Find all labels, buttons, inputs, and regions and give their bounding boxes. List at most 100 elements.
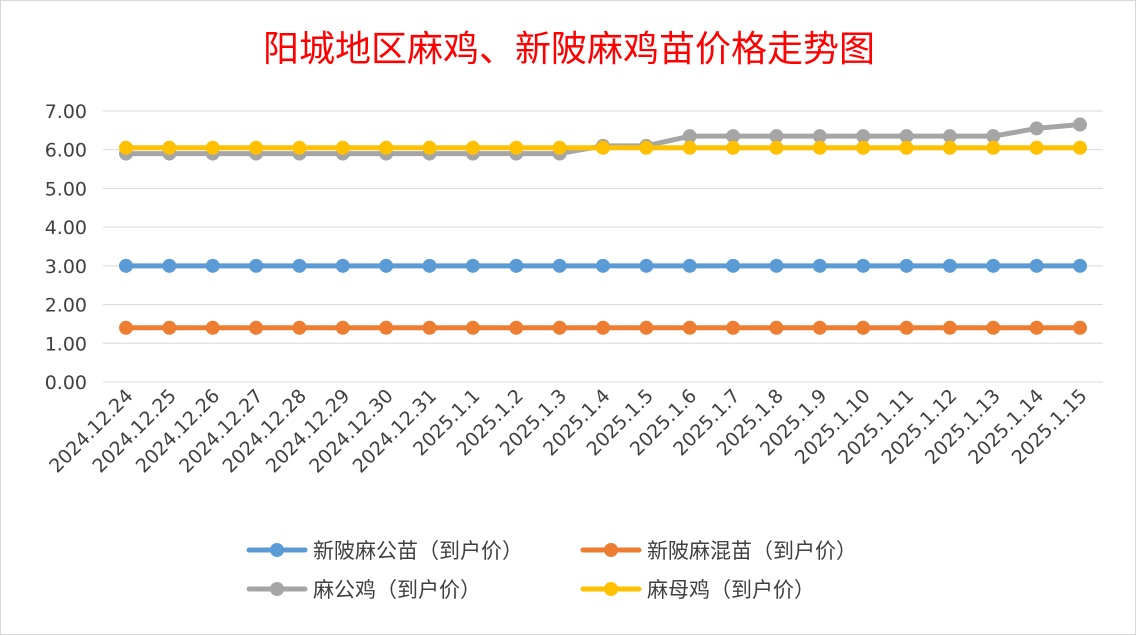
data-point	[942, 258, 957, 273]
data-point	[379, 258, 394, 273]
data-point	[379, 320, 394, 335]
data-point	[509, 258, 524, 273]
legend-marker	[604, 582, 618, 596]
legend-item: 新陂麻公苗（到户价）	[246, 539, 523, 563]
data-point	[509, 320, 524, 335]
legend-marker	[604, 543, 618, 557]
legend: 新陂麻公苗（到户价） 新陂麻混苗（到户价） 麻公鸡（到户价） 麻母鸡（到户价）	[246, 539, 857, 602]
data-point	[856, 320, 871, 335]
data-point	[856, 129, 871, 144]
data-point	[162, 320, 177, 335]
data-point	[1073, 140, 1087, 155]
data-point	[769, 129, 784, 144]
data-point	[986, 258, 1001, 273]
data-point	[422, 140, 437, 155]
data-point	[1073, 320, 1087, 335]
data-point	[249, 320, 264, 335]
data-point	[249, 140, 264, 155]
series-0	[119, 258, 1087, 273]
data-point	[899, 129, 914, 144]
data-point	[812, 129, 827, 144]
data-point	[682, 129, 697, 144]
data-point	[162, 140, 177, 155]
data-point	[1029, 140, 1044, 155]
data-point	[465, 320, 480, 335]
data-point	[726, 140, 741, 155]
data-point	[899, 140, 914, 155]
data-point	[769, 258, 784, 273]
data-point	[899, 258, 914, 273]
data-point	[682, 140, 697, 155]
data-point	[986, 320, 1001, 335]
data-point	[249, 258, 264, 273]
legend-marker	[270, 543, 284, 557]
series-group	[119, 117, 1087, 335]
data-point	[119, 258, 133, 273]
data-point	[682, 258, 697, 273]
data-point	[205, 258, 220, 273]
data-point	[1029, 258, 1044, 273]
data-point	[552, 140, 567, 155]
data-point	[726, 258, 741, 273]
series-3	[119, 140, 1087, 155]
y-axis: 0.00 1.00 2.00 3.00 4.00 5.00 6.00 7.00	[45, 101, 87, 394]
data-point	[509, 140, 524, 155]
chart-title: 阳城地区麻鸡、新陂麻鸡苗价格走势图	[263, 29, 875, 70]
y-tick-label: 0.00	[45, 372, 87, 394]
data-point	[682, 320, 697, 335]
y-tick-label: 6.00	[45, 140, 87, 162]
data-point	[596, 140, 610, 155]
data-point	[856, 258, 871, 273]
legend-item: 麻公鸡（到户价）	[246, 578, 481, 602]
legend-label: 麻母鸡（到户价）	[647, 578, 815, 602]
y-tick-label: 1.00	[45, 333, 87, 355]
data-point	[812, 320, 827, 335]
y-tick-label: 7.00	[45, 101, 87, 123]
data-point	[292, 258, 307, 273]
data-point	[465, 258, 480, 273]
data-point	[1073, 117, 1087, 132]
data-point	[942, 129, 957, 144]
data-point	[1029, 121, 1044, 136]
data-point	[942, 320, 957, 335]
data-point	[769, 320, 784, 335]
data-point	[422, 320, 437, 335]
data-point	[899, 320, 914, 335]
y-tick-label: 3.00	[45, 256, 87, 278]
data-point	[986, 140, 1001, 155]
x-axis: 2024.12.242024.12.252024.12.262024.12.27…	[45, 385, 1091, 477]
data-point	[119, 320, 133, 335]
y-tick-label: 5.00	[45, 178, 87, 200]
legend-marker	[270, 582, 284, 596]
data-point	[812, 140, 827, 155]
data-point	[986, 129, 1001, 144]
data-point	[119, 140, 133, 155]
data-point	[596, 258, 610, 273]
data-point	[639, 140, 654, 155]
data-point	[552, 320, 567, 335]
data-point	[162, 258, 177, 273]
data-point	[205, 320, 220, 335]
y-tick-label: 4.00	[45, 217, 87, 239]
data-point	[726, 320, 741, 335]
legend-label: 麻公鸡（到户价）	[313, 578, 481, 602]
data-point	[335, 258, 350, 273]
legend-label: 新陂麻混苗（到户价）	[647, 539, 857, 563]
data-point	[1029, 320, 1044, 335]
data-point	[205, 140, 220, 155]
y-tick-label: 2.00	[45, 295, 87, 317]
legend-item: 麻母鸡（到户价）	[580, 578, 815, 602]
data-point	[726, 129, 741, 144]
data-point	[335, 140, 350, 155]
legend-item: 新陂麻混苗（到户价）	[580, 539, 857, 563]
legend-label: 新陂麻公苗（到户价）	[313, 539, 523, 563]
data-point	[856, 140, 871, 155]
data-point	[596, 320, 610, 335]
data-point	[942, 140, 957, 155]
data-point	[639, 258, 654, 273]
data-point	[292, 140, 307, 155]
data-point	[769, 140, 784, 155]
data-point	[465, 140, 480, 155]
